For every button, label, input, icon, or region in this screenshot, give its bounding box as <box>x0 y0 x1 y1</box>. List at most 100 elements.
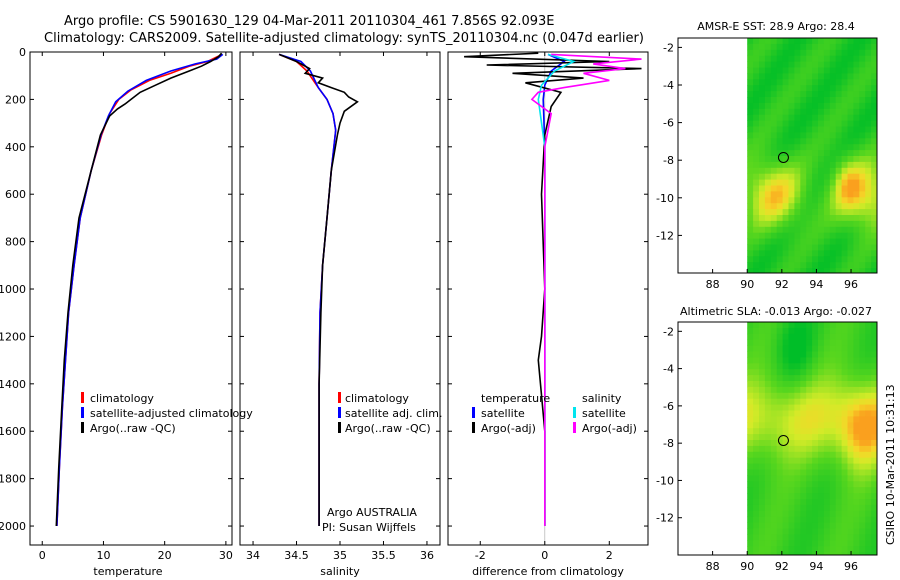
map-cell <box>782 363 789 370</box>
map-cell <box>800 173 807 180</box>
map-cell <box>818 416 825 423</box>
map-cell <box>847 499 854 506</box>
map-cell <box>806 108 813 116</box>
map-cell <box>835 392 842 400</box>
map-cell <box>829 102 837 110</box>
map-cell <box>782 250 789 257</box>
map-cell <box>818 333 825 341</box>
map-cell <box>835 410 842 417</box>
map-cell <box>794 191 801 198</box>
map-cell <box>753 197 760 204</box>
map-cell <box>835 451 842 459</box>
map-cell <box>747 61 754 68</box>
map-cell <box>853 232 860 239</box>
map-cell <box>829 179 837 186</box>
map-cell <box>794 156 801 163</box>
map-cell <box>753 79 760 86</box>
map-cell <box>747 422 754 429</box>
map-cell <box>806 499 813 506</box>
map-cell <box>871 440 877 447</box>
map-cell <box>753 91 760 98</box>
map-cell <box>794 528 801 535</box>
map-cell <box>871 528 877 535</box>
y-tick-label: 1400 <box>0 378 26 391</box>
map-cell <box>764 510 772 518</box>
map-cell <box>747 516 754 523</box>
map-cell <box>800 209 807 216</box>
map-cell <box>812 339 819 346</box>
map-cell <box>776 351 783 358</box>
map-cell <box>806 91 813 98</box>
map-cell <box>806 398 813 405</box>
map-cell <box>859 220 866 228</box>
map-cell <box>794 226 801 234</box>
map-cell <box>753 209 760 216</box>
map-cell <box>800 91 807 98</box>
map-cell <box>794 215 801 222</box>
map-cell <box>764 351 772 358</box>
map-cell <box>753 457 760 464</box>
map-cell <box>871 61 877 68</box>
map-cell <box>865 73 872 80</box>
map-cell <box>806 61 813 68</box>
map-cell <box>829 552 837 555</box>
map-cell <box>841 392 848 400</box>
map-cell <box>829 167 837 175</box>
map-cell <box>753 226 760 234</box>
map-cell <box>871 132 877 139</box>
map-cell <box>776 516 783 523</box>
map-cell <box>788 440 795 447</box>
map-cell <box>753 404 760 411</box>
map-cell <box>835 369 842 376</box>
map-cell <box>859 120 866 127</box>
map-cell <box>782 345 789 352</box>
map-cell <box>759 516 766 523</box>
map-cell <box>759 238 766 245</box>
y-tick-label: -10 <box>656 474 674 487</box>
map-cell <box>841 191 848 198</box>
map-cell <box>818 132 825 139</box>
map-cell <box>847 232 854 239</box>
map-cell <box>823 398 831 405</box>
map-cell <box>841 244 848 251</box>
map-cell <box>764 363 772 370</box>
map-cell <box>823 97 831 104</box>
map-cell <box>871 546 877 553</box>
map-cell <box>865 428 872 435</box>
map-cell <box>818 434 825 441</box>
temperature-panel: 0 10 20 30020040060080010001200140016001800… <box>0 46 253 578</box>
map-cell <box>776 546 783 553</box>
map-cell <box>847 226 854 234</box>
map-cell <box>853 102 860 110</box>
map-cell <box>806 345 813 352</box>
map-cell <box>841 363 848 370</box>
map-cell <box>823 422 831 429</box>
map-cell <box>806 463 813 470</box>
map-cell <box>871 55 877 62</box>
map-cell <box>823 475 831 482</box>
map-cell <box>800 73 807 80</box>
map-cell <box>794 463 801 470</box>
map-cell <box>776 493 783 500</box>
map-cell <box>812 215 819 222</box>
map-cell <box>788 487 795 494</box>
map-cell <box>871 126 877 133</box>
map-cell <box>776 404 783 411</box>
map-cell <box>747 144 754 151</box>
map-cell <box>753 256 760 263</box>
map-cell <box>859 422 866 429</box>
map-cell <box>794 268 801 273</box>
x-tick-label: 0 <box>39 549 46 562</box>
map-cell <box>865 510 872 518</box>
map-cell <box>806 534 813 541</box>
map-cell <box>847 85 854 92</box>
map-cell <box>759 375 766 382</box>
figure-title-line2: Climatology: CARS2009. Satellite-adjuste… <box>44 31 644 46</box>
map-cell <box>806 79 813 86</box>
map-cell <box>818 173 825 180</box>
map-cell <box>865 540 872 547</box>
map-cell <box>806 493 813 500</box>
map-cell <box>794 55 801 62</box>
map-cell <box>770 120 778 127</box>
map-cell <box>812 220 819 228</box>
